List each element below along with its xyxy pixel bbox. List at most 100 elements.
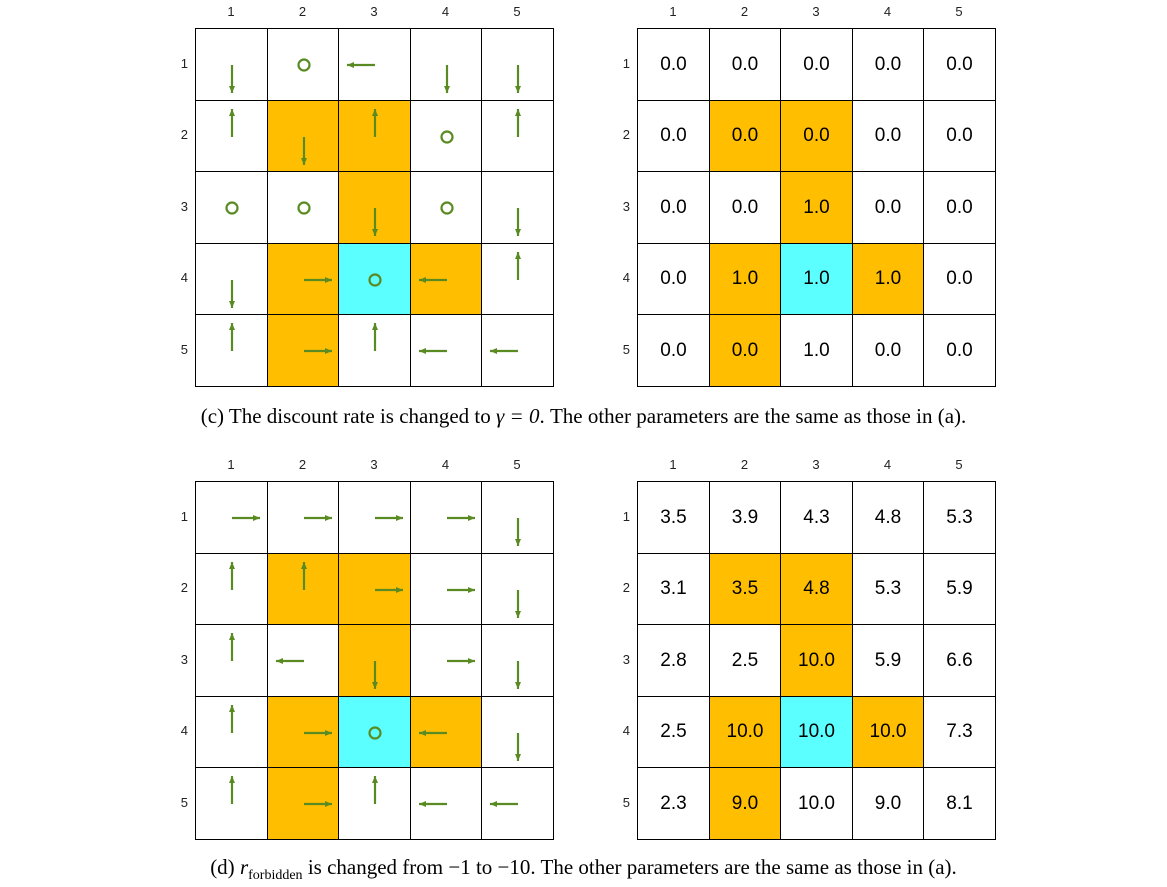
- state-value: 1.0: [731, 268, 759, 289]
- value-grid-col-label: 3: [812, 4, 820, 19]
- state-value: 10.0: [869, 721, 907, 742]
- state-value: 6.6: [946, 649, 973, 671]
- policy-cell: [266, 695, 340, 769]
- value-cell: 7.3: [923, 695, 996, 769]
- policy-cell: [481, 242, 554, 316]
- policy-cell: [195, 695, 268, 769]
- policy-cell: [338, 314, 411, 387]
- state-value: 2.8: [660, 649, 687, 671]
- caption-d-math-subscript: forbidden: [248, 868, 303, 884]
- state-value: 0.0: [874, 196, 902, 218]
- arrow-up-icon: [372, 108, 378, 137]
- state-value: 0.0: [803, 53, 830, 75]
- value-cell: 0.0: [923, 242, 996, 316]
- policy-cell: [481, 314, 554, 387]
- value-cell: 10.0: [708, 695, 782, 769]
- value-cell: 0.0: [708, 28, 782, 101]
- value-cell: 3.5: [637, 481, 710, 554]
- state-value: 0.0: [660, 125, 687, 146]
- stay-circle-icon: [296, 201, 311, 215]
- arrow-down-icon: [372, 208, 378, 236]
- arrow-down-icon: [515, 661, 521, 689]
- policy-cell: [409, 171, 483, 244]
- caption-c-text-pre: (c) The discount rate is changed to: [200, 404, 496, 428]
- arrow-up-icon: [229, 323, 235, 351]
- state-value: 0.0: [946, 196, 973, 218]
- caption-c: (c) The discount rate is changed to γ = …: [0, 404, 1167, 429]
- state-value: 0.0: [731, 53, 759, 75]
- policy-cell: [266, 767, 340, 840]
- caption-c-text-post: . The other parameters are the same as t…: [539, 404, 967, 428]
- stay-circle-icon: [296, 58, 311, 72]
- policy-cell: [266, 242, 340, 316]
- value-grid-row-label: 2: [622, 127, 630, 143]
- arrow-right-icon: [303, 348, 332, 354]
- value-grid-row-label: 5: [622, 341, 630, 357]
- value-cell: 0.0: [923, 171, 996, 244]
- state-value: 4.3: [803, 506, 830, 528]
- state-value: 9.0: [874, 792, 902, 814]
- value-cell: 0.0: [708, 314, 782, 387]
- policy-cell: [409, 695, 483, 769]
- value-cell: 0.0: [637, 171, 710, 244]
- state-value: 0.0: [803, 125, 830, 146]
- arrow-down-icon: [515, 208, 521, 236]
- policy-cell: [266, 99, 340, 173]
- policy-cell: [409, 314, 483, 387]
- caption-d-text-post: is changed from −1 to −10. The other par…: [302, 855, 957, 879]
- policy-cell: [195, 624, 268, 697]
- value-cell: 5.3: [923, 481, 996, 554]
- state-value: 0.0: [946, 339, 973, 361]
- value-grid-row-label: 5: [622, 794, 630, 810]
- policy-cell: [195, 314, 268, 387]
- policy-cell: [409, 624, 483, 697]
- state-value: 0.0: [874, 53, 902, 75]
- policy-cell: [338, 171, 411, 244]
- value-cell: 0.0: [637, 314, 710, 387]
- value-grid-col-label: 5: [955, 4, 963, 19]
- policy-grid-col-label: 1: [227, 4, 235, 19]
- policy-cell: [338, 695, 411, 769]
- arrow-up-icon: [229, 704, 235, 733]
- policy-grid-col-label: 4: [441, 4, 450, 19]
- state-value: 1.0: [803, 268, 830, 289]
- value-grid-col-label: 1: [669, 4, 677, 19]
- value-cell: 3.9: [708, 481, 782, 554]
- value-cell: 0.0: [708, 99, 782, 173]
- state-value: 8.1: [946, 792, 973, 814]
- value-grid-row-label: 1: [622, 55, 630, 71]
- policy-grid-col-label: 4: [441, 457, 450, 472]
- policy-cell: [195, 28, 268, 101]
- policy-cell: [481, 552, 554, 626]
- arrow-down-icon: [515, 518, 521, 546]
- value-cell: 0.0: [637, 242, 710, 316]
- policy-cell: [481, 767, 554, 840]
- arrow-right-icon: [446, 515, 475, 521]
- value-cell: 5.9: [851, 624, 925, 697]
- arrow-left-icon: [418, 729, 447, 736]
- policy-cell: [338, 481, 411, 554]
- value-grid-col-label: 3: [812, 457, 820, 472]
- policy-cell: [481, 171, 554, 244]
- policy-cell: [266, 171, 340, 244]
- value-cell: 0.0: [637, 28, 710, 101]
- policy-cell: [195, 242, 268, 316]
- state-value: 10.0: [798, 721, 835, 742]
- policy-grid-col-label: 3: [370, 457, 378, 472]
- caption-c-math: γ = 0: [496, 404, 540, 428]
- value-grid-row-label: 3: [622, 651, 630, 667]
- arrow-right-icon: [446, 586, 475, 593]
- state-value: 0.0: [946, 125, 973, 146]
- arrow-left-icon: [347, 62, 375, 68]
- value-cell: 0.0: [708, 171, 782, 244]
- state-value: 5.3: [946, 506, 973, 528]
- arrow-up-icon: [229, 108, 235, 137]
- policy-grid-row-label: 2: [180, 580, 188, 596]
- arrow-right-icon: [303, 801, 332, 807]
- value-grid-col-label: 4: [883, 4, 892, 19]
- arrow-right-icon: [303, 729, 332, 736]
- value-cell: 2.5: [637, 695, 710, 769]
- policy-cell: [481, 99, 554, 173]
- policy-cell: [266, 28, 340, 101]
- policy-cell: [481, 481, 554, 554]
